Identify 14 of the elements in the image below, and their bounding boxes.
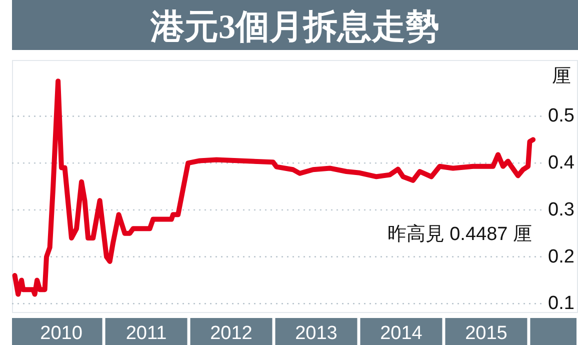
y-tick-label: 0.4 — [548, 152, 575, 174]
x-tick-label: 2015 — [465, 323, 508, 344]
x-tick-label: 2010 — [40, 323, 82, 344]
y-tick-label: 0.2 — [548, 246, 574, 268]
annotation: 昨高見 0.4487 厘 — [387, 223, 532, 245]
chart-title: 港元3個月拆息走勢 — [150, 9, 440, 46]
x-tick-label: 2013 — [295, 323, 338, 344]
x-tick-label: 2014 — [380, 323, 423, 344]
y-tick-label: 0.3 — [548, 199, 574, 220]
x-tick-label: 2011 — [126, 323, 167, 344]
y-axis-title: 厘 — [552, 66, 571, 87]
y-tick-label: 0.1 — [548, 293, 574, 314]
y-tick-label: 0.5 — [548, 106, 574, 127]
x-tick-label: 2012 — [210, 323, 252, 344]
